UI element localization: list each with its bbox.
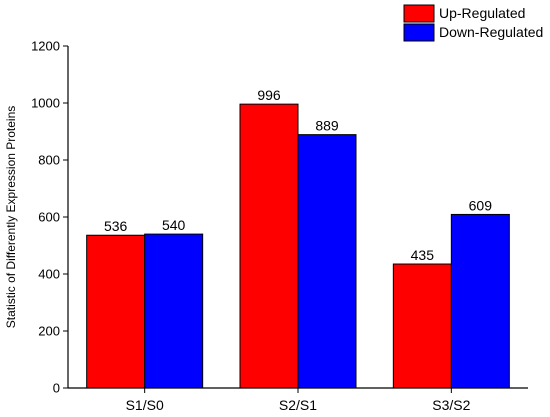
data-label: 435 (411, 247, 435, 263)
bar-down-regulated (450, 213, 510, 389)
y-tick-label: 1200 (31, 39, 60, 54)
legend-swatch (403, 4, 435, 23)
bar-down-regulated (144, 233, 204, 389)
data-label: 536 (104, 218, 128, 234)
plot-area: 0 200 400 600 800 1000 1200 S1/S0 536 540 S2/S1 996… (31, 39, 528, 413)
y-tick-label: 600 (38, 210, 60, 225)
data-label: 996 (257, 87, 281, 103)
x-tick-label: S2/S1 (279, 397, 317, 413)
data-label: 540 (162, 217, 186, 233)
data-label: 609 (469, 197, 493, 213)
y-tick-label: 1000 (31, 96, 60, 111)
bar-up-regulated (239, 103, 299, 389)
bar-down-regulated (297, 134, 357, 389)
x-tick-label: S1/S0 (126, 397, 164, 413)
legend: Up-Regulated Down-Regulated (403, 4, 543, 42)
bar-up-regulated (392, 263, 452, 389)
y-tick-label: 0 (53, 381, 60, 396)
data-label: 889 (315, 118, 339, 134)
y-tick-label: 800 (38, 153, 60, 168)
y-tick-label: 400 (38, 267, 60, 282)
y-tick-label: 200 (38, 324, 60, 339)
x-tick-label: S3/S2 (432, 397, 470, 413)
bar-up-regulated (86, 234, 146, 389)
legend-label: Up-Regulated (439, 5, 525, 21)
legend-swatch (403, 23, 435, 42)
legend-label: Down-Regulated (439, 24, 543, 40)
y-axis-title: Statistic of Differently Expression Prot… (4, 106, 18, 329)
